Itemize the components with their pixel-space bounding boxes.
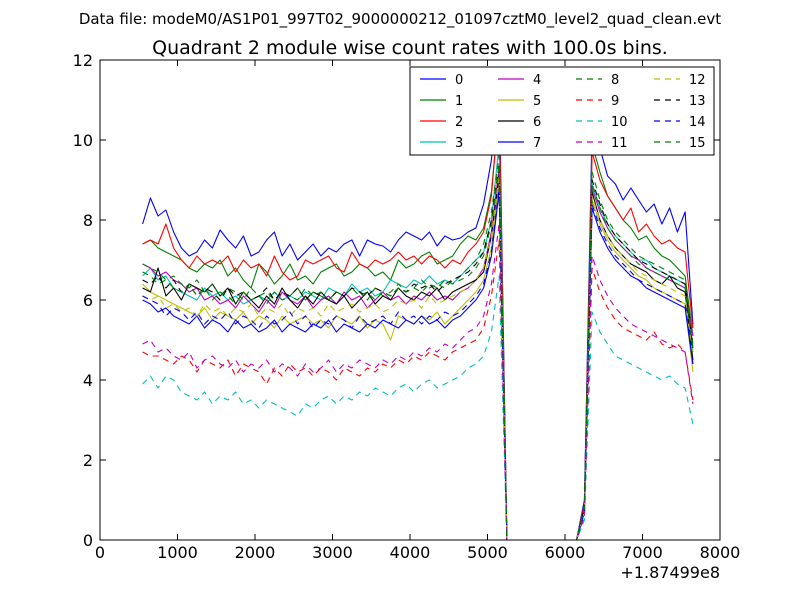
y-tick-label: 6	[83, 291, 93, 310]
x-tick-label: 8000	[700, 543, 741, 562]
legend-label: 13	[689, 94, 706, 109]
legend-label: 2	[455, 115, 463, 130]
legend-label: 6	[533, 115, 541, 130]
legend-label: 7	[533, 136, 541, 151]
series-line-15	[142, 163, 694, 541]
legend-box	[409, 66, 715, 156]
series-line-1	[142, 107, 694, 541]
axis-ticks: 0 1000 2000 3000 4000 5000 6000 7000 80000246810…	[73, 51, 741, 562]
series-line-8	[142, 155, 694, 541]
x-tick-label: 7000	[622, 543, 663, 562]
series-line-14	[142, 187, 694, 541]
legend-label: 9	[611, 94, 619, 109]
x-tick-label: 1000	[157, 543, 198, 562]
legend-label: 4	[533, 73, 541, 88]
x-tick-label: 6000	[545, 543, 586, 562]
legend-label: 1	[455, 94, 463, 109]
x-tick-label: 2000	[235, 543, 276, 562]
series-line-4	[142, 167, 694, 541]
series-line-7	[142, 191, 694, 541]
figure-suptitle: Data file: modeM0/AS1P01_997T02_90000002…	[79, 10, 721, 29]
series-line-11	[142, 223, 694, 541]
legend-label: 8	[611, 73, 619, 88]
series-line-12	[142, 175, 694, 541]
y-tick-label: 8	[83, 211, 93, 230]
plot-lines	[142, 79, 694, 541]
series-line-9	[142, 239, 694, 541]
legend-label: 15	[689, 136, 706, 151]
x-tick-label: 0	[95, 543, 105, 562]
y-tick-label: 12	[73, 51, 93, 70]
x-tick-label: 3000	[312, 543, 353, 562]
y-tick-label: 0	[83, 531, 93, 550]
series-line-3	[142, 143, 694, 541]
legend-label: 0	[455, 73, 463, 88]
series-line-13	[142, 163, 694, 541]
legend-label: 5	[533, 94, 541, 109]
y-tick-label: 10	[73, 131, 93, 150]
legend-label: 11	[611, 136, 628, 151]
legend-label: 14	[689, 115, 706, 130]
y-tick-label: 4	[83, 371, 93, 390]
x-offset-label: +1.87499e8	[620, 563, 720, 582]
series-line-2	[142, 103, 694, 541]
x-tick-label: 4000	[390, 543, 431, 562]
series-line-10	[142, 275, 694, 541]
legend-label: 3	[455, 136, 463, 151]
x-tick-label: 5000	[467, 543, 508, 562]
legend-label: 10	[611, 115, 628, 130]
legend-label: 12	[689, 73, 706, 88]
chart-title: Quadrant 2 module wise count rates with …	[152, 37, 668, 59]
y-tick-label: 2	[83, 451, 93, 470]
